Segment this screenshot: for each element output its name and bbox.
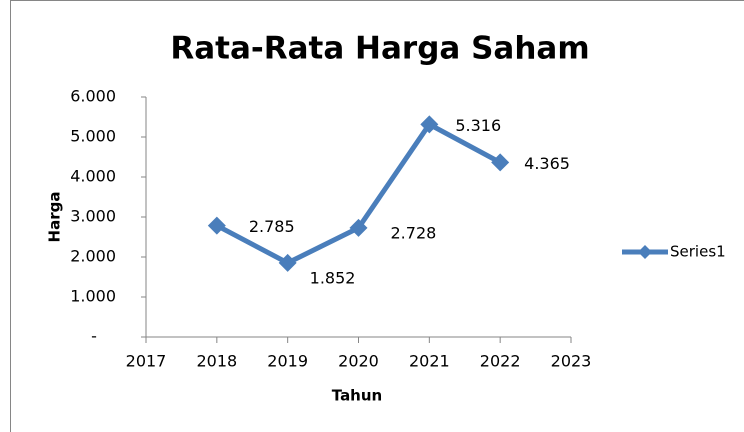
point-marker <box>491 153 510 172</box>
y-tick-label: 1.000 <box>70 287 116 306</box>
data-label: 1.852 <box>310 268 356 287</box>
y-tick-label: 3.000 <box>70 207 116 226</box>
x-tick-label: 2017 <box>126 352 167 371</box>
legend-marker <box>638 245 652 259</box>
x-tick-label: 2022 <box>480 352 521 371</box>
data-label: 2.785 <box>249 217 295 236</box>
data-label: 4.365 <box>524 154 570 173</box>
y-tick-label: 5.000 <box>70 127 116 146</box>
x-tick-label: 2019 <box>267 352 308 371</box>
point-marker <box>420 115 439 134</box>
point-marker <box>278 253 297 272</box>
chart-border <box>10 0 744 432</box>
x-tick-label: 2021 <box>409 352 450 371</box>
x-tick-label: 2023 <box>551 352 592 371</box>
chart-title: Rata-Rata Harga Saham <box>170 31 589 67</box>
y-tick-label: - <box>91 327 97 346</box>
y-tick-label: 4.000 <box>70 167 116 186</box>
data-label: 5.316 <box>455 116 501 135</box>
x-axis-label: Tahun <box>332 387 382 405</box>
y-tick-label: 2.000 <box>70 247 116 266</box>
x-tick-label: 2020 <box>338 352 379 371</box>
point-marker <box>207 216 226 235</box>
point-marker <box>349 218 368 237</box>
x-tick-label: 2018 <box>196 352 237 371</box>
y-axis-label: Harga <box>46 192 64 243</box>
y-tick-label: 6.000 <box>70 87 116 106</box>
legend-label: Series1 <box>670 243 726 261</box>
data-label: 2.728 <box>391 223 437 242</box>
